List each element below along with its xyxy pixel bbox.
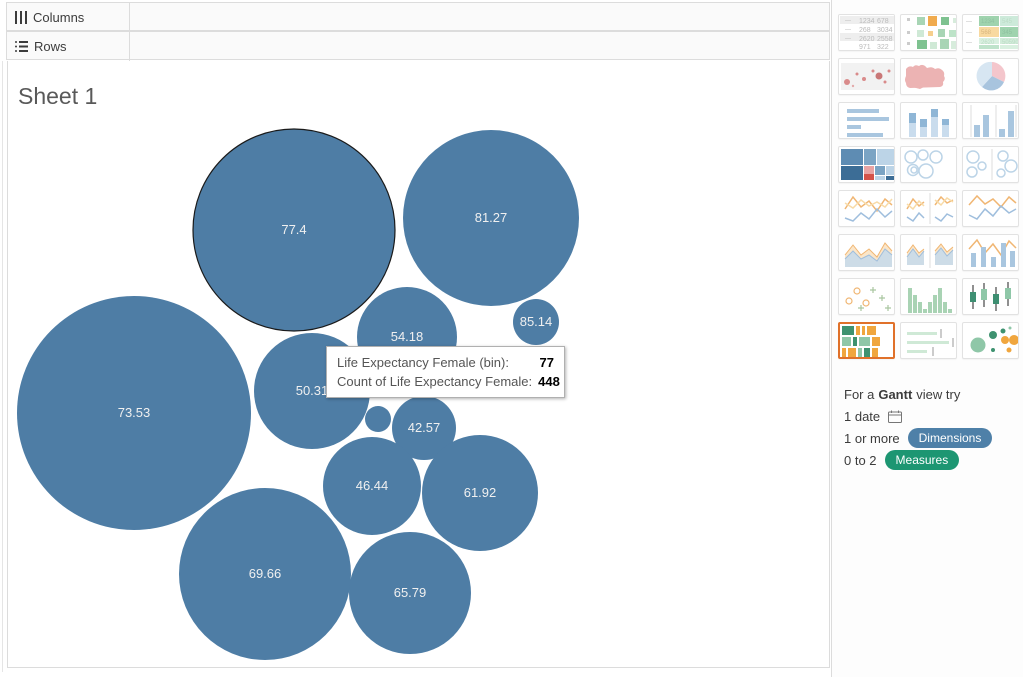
svg-text:268: 268 [859,27,871,34]
svg-text:971: 971 [859,44,871,50]
svg-text:545: 545 [1002,19,1013,25]
svg-text:3034: 3034 [877,27,893,34]
svg-text:322: 322 [877,44,889,50]
svg-text:2558: 2558 [877,36,893,43]
svg-text:—: — [845,27,851,33]
svg-text:568: 568 [981,30,992,36]
svg-text:678: 678 [877,18,889,25]
svg-text:2620: 2620 [859,36,875,43]
svg-text:50590: 50590 [1002,40,1019,46]
svg-text:—: — [966,19,972,25]
svg-text:1234: 1234 [859,18,875,25]
svg-text:2620: 2620 [981,40,995,46]
svg-text:—: — [845,36,851,42]
svg-text:345: 345 [1002,30,1013,36]
svg-text:1234: 1234 [981,19,995,25]
svg-text:—: — [845,18,851,24]
svg-text:—: — [966,30,972,36]
svg-text:—: — [966,40,972,46]
